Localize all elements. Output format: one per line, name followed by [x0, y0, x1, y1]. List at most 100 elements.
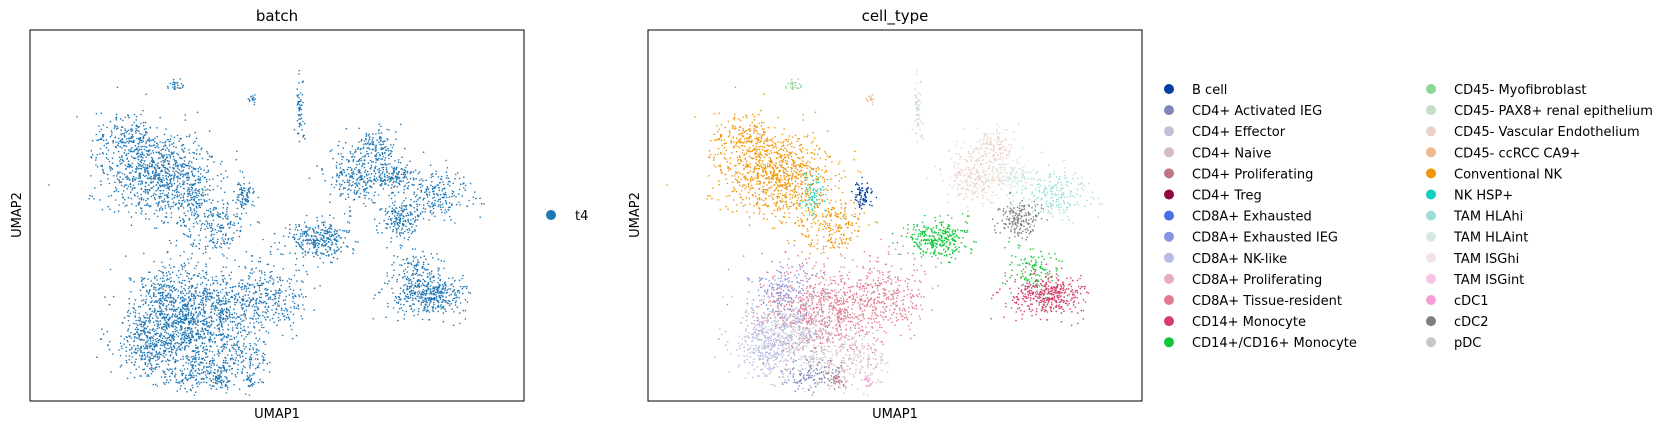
scatter-point: [269, 280, 271, 282]
scatter-point: [289, 228, 291, 231]
scatter-point: [262, 311, 264, 313]
scatter-point: [116, 178, 119, 180]
scatter-point: [207, 370, 209, 373]
scatter-point: [206, 221, 209, 223]
scatter-point: [236, 341, 239, 344]
scatter-point: [155, 345, 158, 348]
scatter-point: [169, 294, 172, 296]
scatter-point: [202, 308, 205, 310]
scatter-point: [377, 151, 380, 154]
scatter-point: [181, 334, 183, 337]
scatter-point: [172, 205, 174, 208]
scatter-point: [149, 336, 151, 339]
scatter-point: [303, 308, 305, 311]
scatter-point: [284, 303, 287, 305]
scatter-point: [171, 334, 173, 337]
scatter-point: [262, 358, 265, 361]
scatter-point: [191, 330, 193, 332]
scatter-point: [222, 359, 225, 362]
scatter-point: [173, 280, 175, 283]
scatter-point: [378, 129, 380, 132]
scatter-point: [276, 324, 278, 327]
scatter-point: [269, 276, 272, 278]
scatter-point: [155, 332, 158, 335]
scatter-point: [250, 383, 253, 386]
scatter-point: [181, 148, 183, 150]
scatter-point: [183, 303, 186, 306]
scatter-point: [273, 265, 275, 268]
scatter-point: [277, 305, 279, 308]
scatter-point: [135, 128, 137, 130]
scatter-point: [365, 183, 367, 185]
scatter-point: [114, 136, 117, 138]
scatter-point: [238, 296, 241, 298]
scatter-point: [221, 160, 223, 163]
scatter-point: [184, 163, 186, 166]
scatter-point: [187, 277, 190, 280]
scatter-point: [234, 215, 237, 218]
scatter-point: [335, 165, 338, 167]
scatter-point: [130, 361, 133, 364]
scatter-point: [258, 329, 261, 332]
scatter-point: [161, 220, 163, 222]
scatter-point: [274, 295, 277, 298]
panel-title-batch: batch: [256, 7, 298, 25]
scatter-point: [241, 329, 244, 332]
scatter-point: [302, 256, 305, 258]
scatter-point: [162, 288, 164, 290]
scatter-point: [213, 332, 215, 334]
scatter-point: [134, 178, 136, 180]
scatter-point: [167, 221, 169, 224]
scatter-point: [160, 376, 163, 378]
scatter-point: [175, 326, 178, 329]
scatter-point: [335, 167, 338, 169]
scatter-point: [249, 361, 252, 363]
scatter-point: [244, 314, 247, 316]
scatter-point: [263, 359, 266, 361]
scatter-point: [267, 310, 269, 313]
scatter-point: [454, 292, 457, 294]
scatter-point: [200, 224, 203, 226]
scatter-point: [168, 205, 170, 208]
scatter-point: [222, 343, 225, 346]
scatter-point: [407, 181, 410, 184]
scatter-point: [429, 288, 432, 290]
scatter-point: [200, 299, 203, 301]
scatter-point: [192, 349, 194, 352]
scatter-point: [380, 158, 382, 161]
scatter-point: [430, 253, 433, 255]
scatter-point: [234, 344, 237, 346]
scatter-point: [187, 320, 190, 323]
scatter-point: [186, 275, 188, 278]
scatter-point: [348, 229, 351, 232]
scatter-point: [175, 160, 178, 162]
scatter-point: [219, 311, 221, 314]
scatter-point: [367, 153, 370, 155]
scatter-point: [184, 337, 187, 339]
scatter-point: [109, 120, 112, 123]
scatter-point: [341, 173, 343, 176]
scatter-point: [190, 198, 193, 201]
scatter-point: [153, 342, 156, 345]
scatter-point: [204, 296, 207, 299]
scatter-point: [447, 299, 450, 302]
scatter-point: [243, 343, 245, 345]
scatter-point: [279, 279, 282, 282]
scatter-point: [430, 270, 433, 273]
scatter-point: [195, 307, 197, 310]
scatter-point: [211, 350, 214, 353]
scatter-point: [175, 333, 178, 336]
scatter-point: [48, 184, 50, 186]
scatter-point: [182, 199, 185, 201]
scatter-point: [249, 322, 252, 324]
scatter-point: [274, 303, 277, 305]
scatter-point: [143, 331, 146, 334]
scatter-point: [203, 309, 205, 312]
scatter-point: [338, 174, 341, 177]
scatter-point: [177, 335, 180, 338]
scatter-point: [212, 178, 214, 180]
scatter-point: [188, 152, 191, 154]
scatter-point: [197, 367, 200, 370]
scatter-point: [115, 116, 118, 119]
scatter-point: [348, 173, 350, 175]
